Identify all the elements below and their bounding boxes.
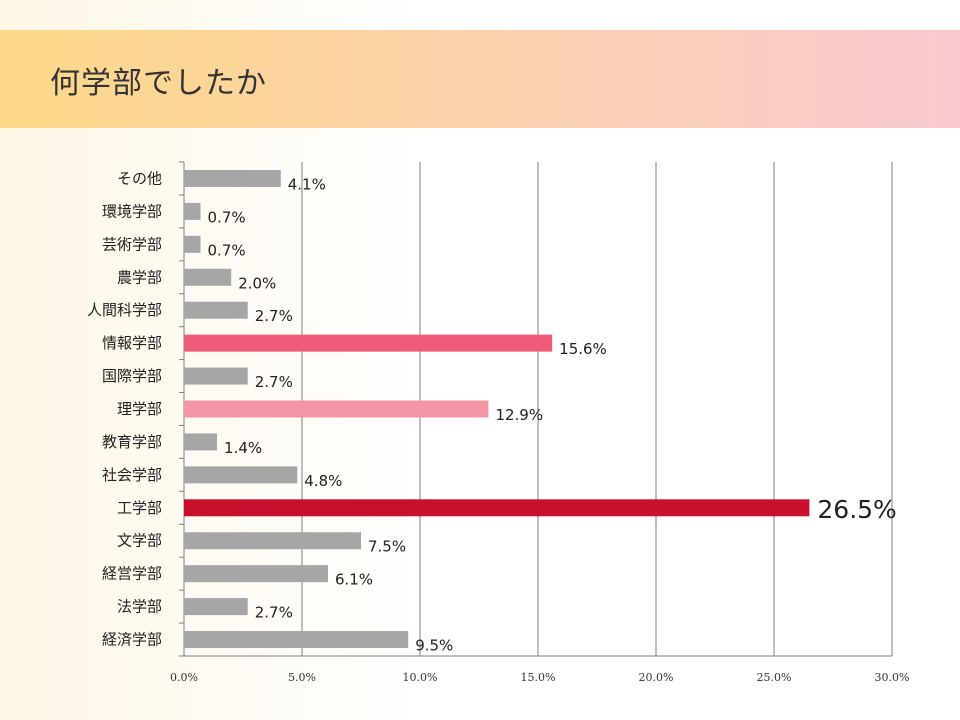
data-label: 15.6% xyxy=(559,340,607,358)
slide-title: 何学部でしたか xyxy=(50,66,267,101)
x-tick-label: 25.0% xyxy=(757,671,792,684)
data-label: 2.7% xyxy=(255,373,293,391)
category-label: 経営学部 xyxy=(102,565,162,583)
category-label: 環境学部 xyxy=(102,202,162,220)
category-label: 法学部 xyxy=(117,598,162,616)
category-label: 社会学部 xyxy=(102,466,162,484)
category-label: 人間科学部 xyxy=(87,301,162,319)
data-label: 6.1% xyxy=(335,571,373,589)
x-tick-label: 5.0% xyxy=(288,671,316,684)
data-label: 2.7% xyxy=(255,307,293,325)
x-tick-label: 15.0% xyxy=(521,671,556,684)
x-tick-label: 10.0% xyxy=(403,671,438,684)
bar xyxy=(184,235,201,253)
x-tick-label: 30.0% xyxy=(875,671,910,684)
bar xyxy=(184,532,361,550)
data-label: 4.1% xyxy=(288,175,326,193)
header-band xyxy=(0,30,960,128)
bar xyxy=(184,334,553,352)
bar xyxy=(184,433,218,451)
data-label: 12.9% xyxy=(495,406,543,424)
category-label: 工学部 xyxy=(117,499,162,517)
bar xyxy=(184,565,328,583)
category-label: 経済学部 xyxy=(102,631,162,649)
data-label: 26.5% xyxy=(817,495,896,524)
data-label: 2.0% xyxy=(238,274,276,292)
x-tick-label: 20.0% xyxy=(639,671,674,684)
bar xyxy=(184,400,489,418)
bar xyxy=(184,367,248,385)
bar xyxy=(184,169,281,187)
category-label: 情報学部 xyxy=(102,334,162,352)
category-label: 教育学部 xyxy=(102,433,162,451)
labels: 0.0% 5.0% 10.0% 15.0% 20.0% 25.0% 30.0% その他 4.1%… xyxy=(87,169,909,684)
data-label: 7.5% xyxy=(368,538,406,556)
bar xyxy=(184,466,298,484)
data-label: 4.8% xyxy=(304,472,342,490)
bar xyxy=(184,301,248,319)
data-label: 2.7% xyxy=(255,604,293,622)
bar xyxy=(184,268,232,286)
bar xyxy=(184,598,248,616)
category-label: 国際学部 xyxy=(102,367,162,385)
category-label: 文学部 xyxy=(117,532,162,550)
data-label: 0.7% xyxy=(208,241,246,259)
bars xyxy=(184,169,810,649)
bar xyxy=(184,499,810,517)
data-label: 9.5% xyxy=(415,637,453,655)
data-label: 1.4% xyxy=(224,439,262,457)
category-label: 農学部 xyxy=(117,268,162,286)
category-label: 芸術学部 xyxy=(102,235,162,253)
category-label: 理学部 xyxy=(117,400,162,418)
data-label: 0.7% xyxy=(208,208,246,226)
bar xyxy=(184,631,409,649)
x-tick-label: 0.0% xyxy=(170,671,198,684)
bar xyxy=(184,202,201,220)
category-label: その他 xyxy=(117,169,162,187)
